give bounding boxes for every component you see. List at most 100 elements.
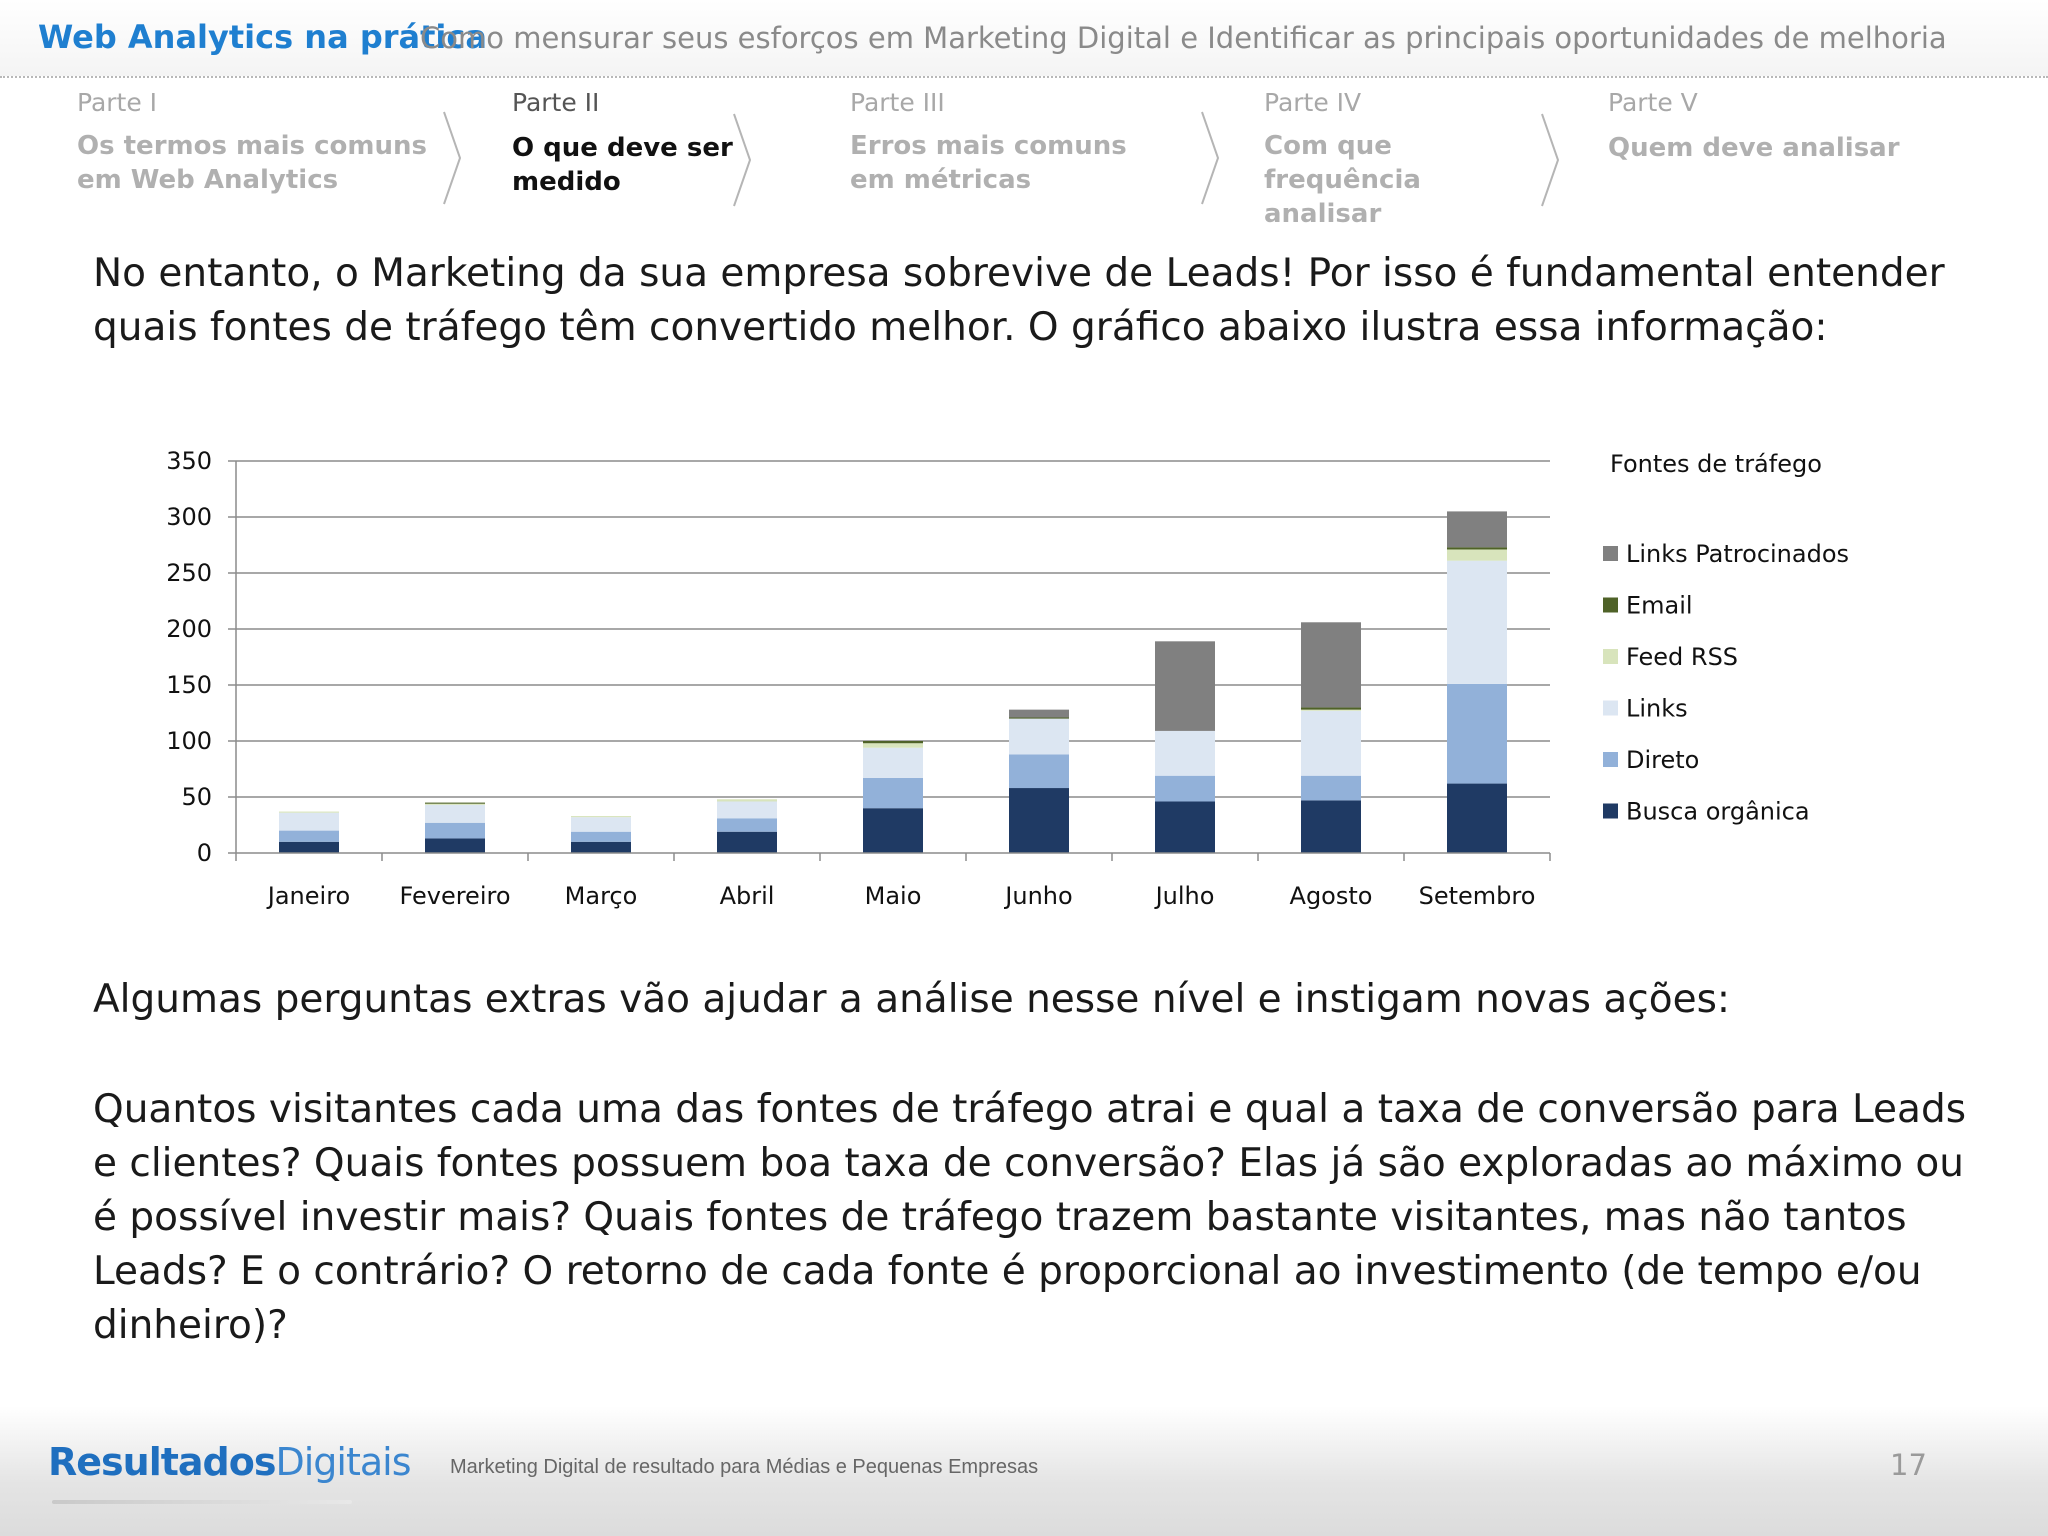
y-tick-label: 100 <box>166 727 212 755</box>
bar-segment <box>425 804 485 823</box>
brand-underline <box>52 1500 352 1504</box>
chevron-right-icon <box>1541 113 1560 207</box>
bar-segment <box>571 817 631 832</box>
questions-paragraph: Quantos visitantes cada uma das fontes d… <box>93 1087 1967 1348</box>
page-number: 17 <box>1890 1448 1927 1482</box>
bar-segment <box>717 818 777 832</box>
legend-swatch <box>1603 546 1618 561</box>
step-label: Parte V <box>1608 88 1698 117</box>
bar-segment <box>1447 783 1507 853</box>
legend-swatch <box>1603 752 1618 767</box>
step-title: Com que frequência analisar <box>1264 131 1421 229</box>
bar-segment <box>1301 800 1361 853</box>
x-tick-label: Julho <box>1154 882 1215 910</box>
step-4: Parte IV Com que frequência analisar <box>1264 88 1534 231</box>
bar-segment <box>1301 622 1361 708</box>
brand-logo: ResultadosDigitais <box>48 1440 412 1484</box>
bar-segment <box>863 743 923 748</box>
bar-segment <box>425 802 485 804</box>
document-title: Web Analytics na prática <box>38 18 487 56</box>
y-tick-label: 250 <box>166 559 212 587</box>
y-tick-label: 300 <box>166 503 212 531</box>
step-label: Parte II <box>512 88 600 117</box>
chevron-right-icon <box>733 113 752 207</box>
bar-segment <box>1009 788 1069 853</box>
x-tick-label: Junho <box>1003 882 1072 910</box>
bar-segment <box>1009 709 1069 718</box>
x-tick-label: Janeiro <box>266 882 350 910</box>
legend-swatch <box>1603 597 1618 613</box>
bar-segment <box>1447 683 1507 784</box>
bar-segment <box>279 830 339 842</box>
bar-segment <box>1301 709 1361 711</box>
bar-segment <box>1301 707 1361 710</box>
bar-segment <box>1447 549 1507 561</box>
footer-bar <box>0 1406 2048 1536</box>
legend-label: Links Patrocinados <box>1626 540 1849 568</box>
bar-segment <box>279 841 339 853</box>
y-tick-label: 50 <box>181 783 212 811</box>
bar-segment <box>279 811 339 813</box>
bar-segment <box>425 838 485 853</box>
bar-segment <box>717 801 777 819</box>
x-tick-label: Maio <box>865 882 922 910</box>
step-label: Parte III <box>850 88 945 117</box>
bar-segment <box>1009 754 1069 789</box>
step-3: Parte III Erros mais comuns em métricas <box>850 88 1150 197</box>
footer-tagline: Marketing Digital de resultado para Médi… <box>450 1456 1039 1478</box>
step-title: Os termos mais comuns em Web Analytics <box>77 131 427 195</box>
bar-segment <box>863 808 923 853</box>
bar-segment <box>425 803 485 805</box>
bar-segment <box>1155 775 1215 802</box>
bar-segment <box>1447 547 1507 550</box>
chevron-right-icon <box>1201 111 1220 205</box>
x-tick-label: Março <box>565 882 638 910</box>
questions-intro: Algumas perguntas extras vão ajudar a an… <box>93 977 1731 1022</box>
chevron-right-icon <box>443 111 462 205</box>
intro-paragraph: No entanto, o Marketing da sua empresa s… <box>93 251 1945 350</box>
bar-segment <box>571 816 631 818</box>
y-tick-label: 350 <box>166 447 212 475</box>
bar-segment <box>1009 717 1069 719</box>
y-tick-label: 200 <box>166 615 212 643</box>
legend-swatch <box>1603 649 1618 664</box>
bar-segment <box>717 799 777 802</box>
bar-segment <box>1447 560 1507 684</box>
legend-swatch <box>1603 803 1618 819</box>
header-bar <box>0 0 2048 78</box>
step-title: O que deve ser medido <box>512 133 733 197</box>
x-tick-label: Setembro <box>1419 882 1536 910</box>
legend-label: Links <box>1626 695 1688 723</box>
legend-label: Email <box>1626 592 1693 620</box>
traffic-sources-chart: 0 50 100 150 200 250 300 350 Janeiro Fevereiro Mar… <box>166 447 1849 910</box>
bar-segment <box>717 831 777 853</box>
step-title: Quem deve analisar <box>1608 133 1900 163</box>
bar-segment <box>279 812 339 831</box>
bar-segment <box>1155 641 1215 731</box>
bar-segment <box>1009 718 1069 755</box>
bar-segment <box>1301 775 1361 801</box>
y-tick-label: 0 <box>197 839 212 867</box>
bar-segment <box>863 741 923 744</box>
bar-segment <box>571 841 631 853</box>
legend-swatch <box>1603 700 1618 716</box>
brand-logo-part-1: Resultados <box>48 1440 276 1484</box>
step-label: Parte I <box>77 88 158 117</box>
step-1: Parte I Os termos mais comuns em Web Ana… <box>77 88 437 197</box>
x-tick-label: Abril <box>720 882 775 910</box>
legend-label: Busca orgânica <box>1626 798 1810 826</box>
y-tick-label: 150 <box>166 671 212 699</box>
legend-title: Fontes de tráfego <box>1610 450 1822 478</box>
document-subtitle: Como mensurar seus esforços em Marketing… <box>420 21 1947 55</box>
bar-segment <box>863 747 923 778</box>
x-tick-label: Agosto <box>1290 882 1373 910</box>
bar-segment <box>863 777 923 809</box>
bar-segment <box>1301 710 1361 776</box>
bar-segment <box>425 822 485 839</box>
step-title: Erros mais comuns em métricas <box>850 131 1127 195</box>
bar-segment <box>571 831 631 842</box>
bar-segment <box>1155 801 1215 853</box>
step-label: Parte IV <box>1264 88 1362 117</box>
step-5: Parte V Quem deve analisar <box>1608 88 1928 165</box>
bar-segment <box>1447 511 1507 548</box>
